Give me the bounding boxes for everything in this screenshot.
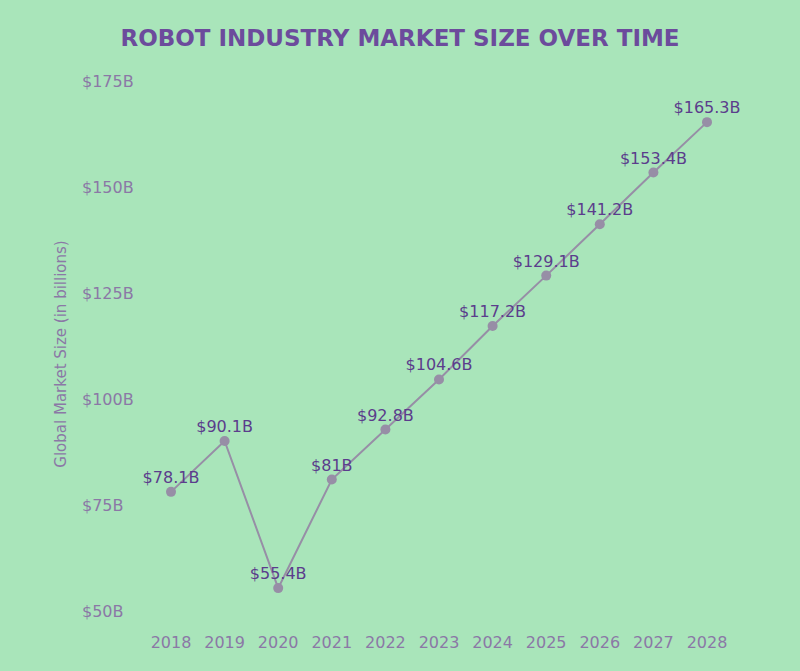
y-tick-label: $150B (82, 178, 134, 197)
marker (595, 219, 605, 229)
y-axis-label: Global Market Size (in billions) (52, 240, 70, 467)
data-label: $117.2B (459, 302, 526, 321)
data-label: $104.6B (406, 355, 473, 374)
x-tick-label: 2026 (579, 633, 620, 652)
data-label: $81B (311, 456, 353, 475)
marker (273, 583, 283, 593)
marker (327, 475, 337, 485)
data-label: $141.2B (566, 200, 633, 219)
data-label: $165.3B (674, 98, 741, 117)
x-tick-label: 2028 (687, 633, 728, 652)
y-tick-label: $100B (82, 390, 134, 409)
x-tick-label: 2025 (526, 633, 567, 652)
chart-root: ROBOT INDUSTRY MARKET SIZE OVER TIME Glob… (0, 0, 800, 671)
x-tick-label: 2018 (151, 633, 192, 652)
y-tick-label: $175B (82, 72, 134, 91)
data-label: $90.1B (196, 417, 253, 436)
title: ROBOT INDUSTRY MARKET SIZE OVER TIME (120, 25, 679, 51)
x-tick-label: 2023 (419, 633, 460, 652)
data-label: $55.4B (250, 564, 307, 583)
marker (434, 374, 444, 384)
marks (166, 117, 712, 593)
data-label: $92.8B (357, 406, 414, 425)
x-tick-label: 2020 (258, 633, 299, 652)
x-tick-label: 2022 (365, 633, 406, 652)
x-tick-label: 2021 (311, 633, 352, 652)
x-tick-label: 2019 (204, 633, 245, 652)
marker (166, 487, 176, 497)
marker (648, 168, 658, 178)
data-label: $78.1B (143, 468, 200, 487)
y-tick-label: $75B (82, 496, 124, 515)
data-label: $153.4B (620, 149, 687, 168)
y-tick-label: $50B (82, 602, 124, 621)
marker (380, 425, 390, 435)
background (0, 0, 800, 671)
marker (541, 271, 551, 281)
marker (488, 321, 498, 331)
line (171, 122, 707, 588)
chart: ROBOT INDUSTRY MARKET SIZE OVER TIME Glob… (0, 0, 800, 671)
x-tick-label: 2027 (633, 633, 674, 652)
y-tick-label: $125B (82, 284, 134, 303)
data-label: $129.1B (513, 252, 580, 271)
marker (702, 117, 712, 127)
marker (220, 436, 230, 446)
x-tick-label: 2024 (472, 633, 513, 652)
